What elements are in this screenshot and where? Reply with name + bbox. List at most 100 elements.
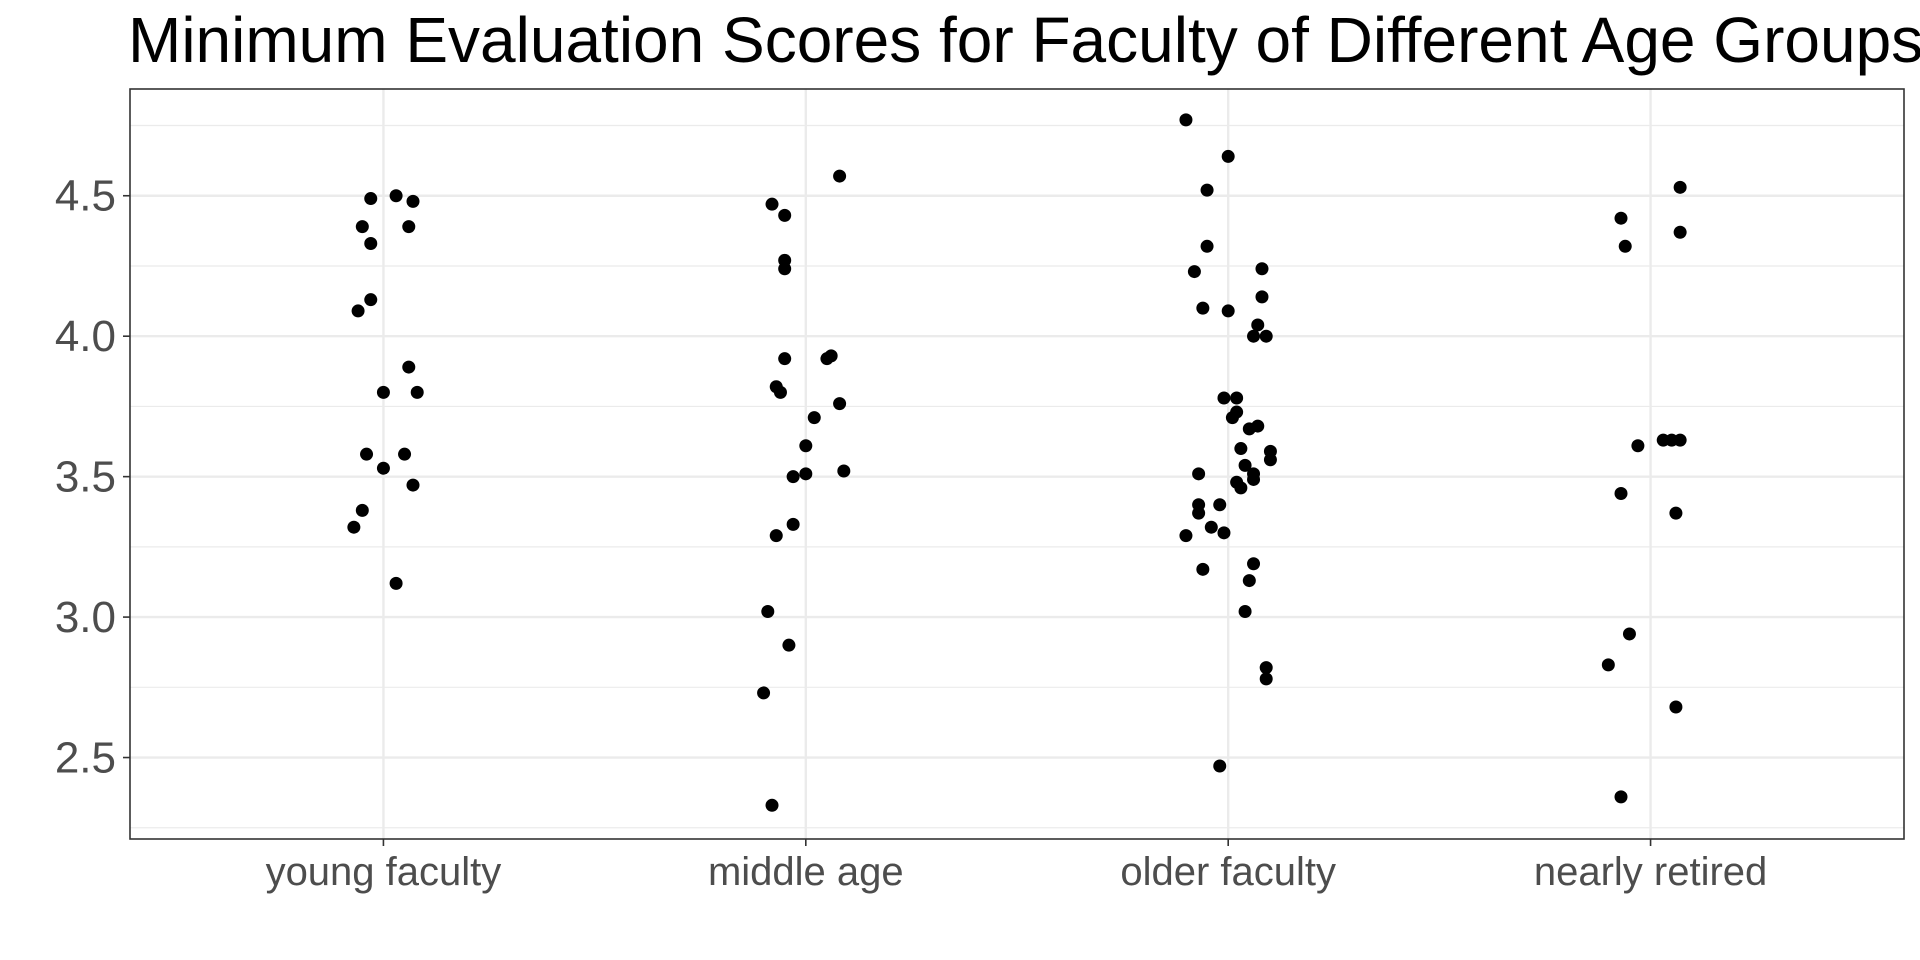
data-point (1263, 453, 1277, 467)
data-point (1247, 329, 1261, 343)
data-point (1673, 433, 1687, 447)
data-point (1234, 442, 1248, 456)
y-axis: 2.5 3.0 3.5 4.0 4.5 (55, 172, 130, 783)
data-point (389, 189, 403, 203)
data-point (1204, 520, 1218, 534)
data-point (347, 520, 361, 534)
data-point (1255, 290, 1269, 304)
data-point (799, 467, 813, 481)
data-point (778, 208, 792, 222)
data-point (782, 638, 796, 652)
data-point (1221, 149, 1235, 163)
x-tick-label: middle age (708, 850, 904, 894)
data-point (757, 686, 771, 700)
data-point (1200, 239, 1214, 253)
data-point (1614, 211, 1628, 225)
data-point (1618, 239, 1632, 253)
data-point (824, 349, 838, 363)
data-point (1614, 486, 1628, 500)
data-point (364, 236, 378, 250)
plot-panel-border (129, 88, 1905, 840)
data-point (355, 220, 369, 234)
plot-panel (130, 89, 1904, 839)
x-tick-label: nearly retired (1534, 850, 1767, 894)
y-tick-label: 4.5 (55, 172, 116, 221)
data-point (807, 411, 821, 425)
data-point (398, 447, 412, 461)
data-point (1213, 498, 1227, 512)
data-point (1631, 439, 1645, 453)
data-point (1251, 318, 1265, 332)
chart-title: Minimum Evaluation Scores for Faculty of… (128, 4, 1920, 76)
data-point (778, 262, 792, 276)
data-point (1601, 658, 1615, 672)
data-point (1259, 672, 1273, 686)
data-point (402, 220, 416, 234)
data-point (761, 604, 775, 618)
data-point (1217, 526, 1231, 540)
data-point (1192, 467, 1206, 481)
data-point (1196, 301, 1210, 315)
data-point (364, 293, 378, 307)
data-point (1217, 391, 1231, 405)
data-point (837, 464, 851, 478)
data-point (1242, 574, 1256, 588)
data-point (786, 470, 800, 484)
data-point (1673, 180, 1687, 194)
data-point (1669, 506, 1683, 520)
plot-panel-background (130, 89, 1904, 839)
data-point (786, 517, 800, 531)
data-point (1259, 661, 1273, 675)
data-point (364, 192, 378, 206)
data-point (799, 439, 813, 453)
data-point (1673, 225, 1687, 239)
data-point (406, 478, 420, 492)
data-point (1614, 790, 1628, 804)
y-tick-label: 3.0 (55, 593, 116, 642)
data-point (1196, 562, 1210, 576)
x-tick-label: young faculty (266, 850, 502, 894)
data-point (778, 352, 792, 366)
data-point (1242, 422, 1256, 436)
data-points (347, 113, 1687, 812)
data-point (1622, 627, 1636, 641)
data-point (769, 529, 783, 543)
data-point (773, 385, 787, 399)
data-point (410, 385, 424, 399)
data-point (1192, 506, 1206, 520)
major-gridlines (130, 89, 1904, 839)
data-point (1230, 391, 1244, 405)
data-point (360, 447, 374, 461)
data-point (833, 397, 847, 411)
data-point (351, 304, 365, 318)
y-tick-label: 2.5 (55, 734, 116, 783)
x-axis: young faculty middle age older faculty near… (266, 839, 1767, 894)
data-point (1247, 557, 1261, 571)
data-point (1213, 759, 1227, 773)
y-tick-label: 4.0 (55, 312, 116, 361)
data-point (765, 798, 779, 812)
data-point (1179, 529, 1193, 543)
data-point (376, 461, 390, 475)
data-point (1247, 472, 1261, 486)
data-point (1221, 304, 1235, 318)
minor-gridlines (130, 124, 1904, 829)
data-point (765, 197, 779, 211)
data-point (1200, 183, 1214, 197)
data-point (355, 503, 369, 517)
y-tick-label: 3.5 (55, 453, 116, 502)
data-point (402, 360, 416, 374)
data-point (376, 385, 390, 399)
data-point (1238, 458, 1252, 472)
data-point (1179, 113, 1193, 127)
data-point (1225, 411, 1239, 425)
data-point (833, 169, 847, 183)
data-point (1669, 700, 1683, 714)
data-point (406, 194, 420, 208)
x-tick-label: older faculty (1120, 850, 1336, 894)
data-point (1187, 265, 1201, 279)
data-point (1238, 604, 1252, 618)
data-point (389, 576, 403, 590)
data-point (1259, 329, 1273, 343)
